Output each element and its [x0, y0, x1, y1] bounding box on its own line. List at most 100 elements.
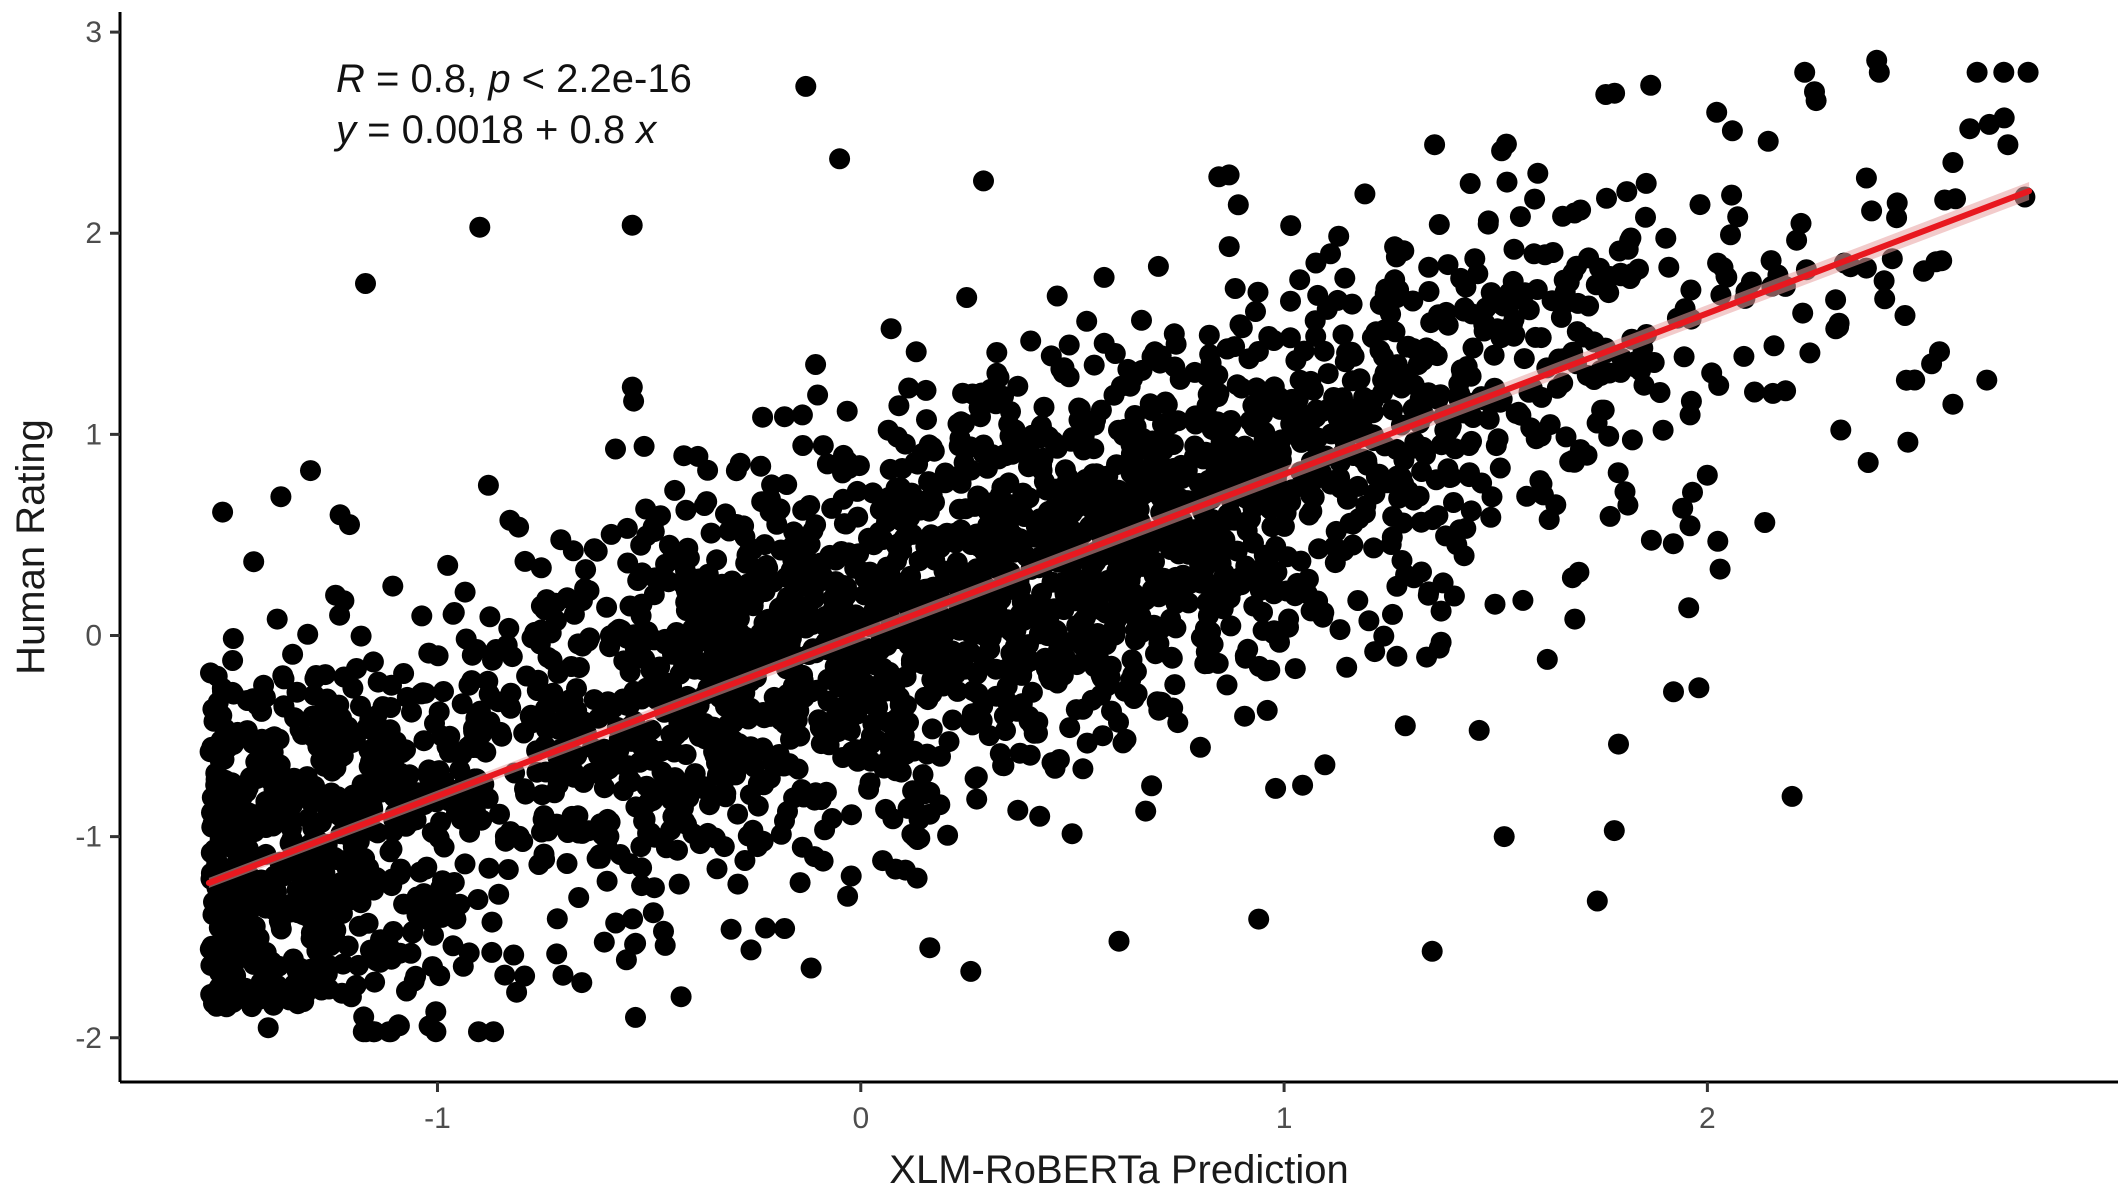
data-point	[442, 935, 464, 957]
data-point	[278, 989, 300, 1011]
data-point	[451, 693, 473, 715]
data-point	[770, 823, 792, 845]
data-point	[346, 658, 367, 679]
data-point	[324, 846, 346, 868]
data-point	[433, 836, 455, 858]
data-point	[1145, 643, 1166, 665]
data-point	[1298, 504, 1320, 526]
data-point	[1256, 699, 1278, 721]
data-point	[1076, 732, 1098, 754]
data-point	[263, 778, 285, 800]
data-point	[1635, 172, 1657, 194]
data-point	[1218, 164, 1240, 186]
data-point	[891, 458, 913, 479]
data-point	[1207, 652, 1229, 674]
axes: -1 0 1 2 -2 -1 0 1 2 3	[75, 12, 2118, 1135]
data-point	[1942, 152, 1964, 173]
data-point	[968, 486, 990, 508]
data-point	[1218, 236, 1240, 258]
data-point	[998, 472, 1020, 494]
data-point	[1247, 281, 1269, 303]
data-point	[620, 771, 642, 793]
data-point	[1649, 382, 1671, 403]
data-point	[547, 774, 569, 796]
data-point	[1103, 384, 1125, 406]
data-point	[663, 741, 685, 763]
data-point	[1573, 326, 1595, 348]
data-point	[458, 942, 480, 964]
data-point	[396, 686, 418, 708]
data-point	[1608, 240, 1630, 262]
data-point	[619, 661, 641, 683]
data-point	[222, 628, 244, 649]
data-point	[1334, 267, 1356, 289]
data-point	[697, 459, 719, 481]
data-point	[1707, 530, 1729, 552]
data-point	[1679, 515, 1701, 537]
data-point	[342, 677, 364, 699]
data-point	[968, 397, 990, 419]
data-point	[1365, 321, 1387, 343]
data-point	[1418, 281, 1440, 302]
data-point	[495, 830, 516, 852]
data-point	[530, 557, 552, 579]
data-point	[429, 965, 451, 987]
data-point	[1363, 537, 1385, 559]
data-point	[488, 883, 510, 905]
data-point	[1942, 393, 1964, 415]
data-point	[1678, 597, 1700, 619]
data-point	[1655, 227, 1677, 249]
data-point	[898, 377, 920, 399]
data-point	[634, 808, 656, 830]
data-point	[774, 918, 796, 939]
data-point	[1435, 301, 1457, 323]
data-point	[917, 689, 939, 711]
data-point	[965, 623, 987, 645]
data-point	[1458, 435, 1480, 456]
data-point	[817, 668, 839, 690]
data-point	[1373, 625, 1395, 647]
data-point	[427, 645, 449, 667]
data-point	[200, 954, 222, 976]
data-point	[737, 708, 759, 730]
data-point	[708, 723, 730, 745]
data-point	[1409, 388, 1431, 410]
data-point	[921, 718, 943, 740]
data-point	[430, 890, 451, 912]
data-point	[1503, 238, 1525, 260]
data-point	[243, 873, 265, 895]
data-point	[514, 550, 536, 572]
data-point	[1673, 346, 1695, 368]
data-point	[1246, 560, 1268, 582]
data-point	[829, 148, 851, 170]
data-point	[919, 937, 941, 959]
data-point	[1297, 568, 1319, 590]
data-point	[359, 939, 381, 961]
data-point	[993, 385, 1014, 407]
data-point	[677, 537, 699, 559]
data-point	[1578, 247, 1600, 269]
data-point	[212, 501, 234, 523]
data-point	[1567, 292, 1589, 314]
data-point	[885, 760, 907, 782]
data-point	[1354, 183, 1376, 205]
data-point	[583, 538, 605, 560]
data-point	[792, 435, 814, 456]
data-point	[1978, 113, 2000, 135]
data-point	[247, 814, 269, 836]
data-point	[1018, 456, 1039, 478]
data-point	[409, 861, 431, 883]
data-point	[1483, 344, 1505, 366]
data-point	[1375, 278, 1397, 300]
y-tick-label: 2	[85, 217, 102, 250]
data-point	[625, 932, 647, 954]
data-point	[1388, 487, 1410, 509]
data-point	[1083, 354, 1105, 376]
data-point	[1204, 381, 1226, 403]
data-point	[1332, 324, 1354, 346]
data-point	[468, 1021, 489, 1043]
data-point	[1105, 620, 1126, 642]
data-point	[563, 603, 585, 625]
data-point	[1317, 363, 1339, 385]
data-point	[726, 514, 748, 535]
